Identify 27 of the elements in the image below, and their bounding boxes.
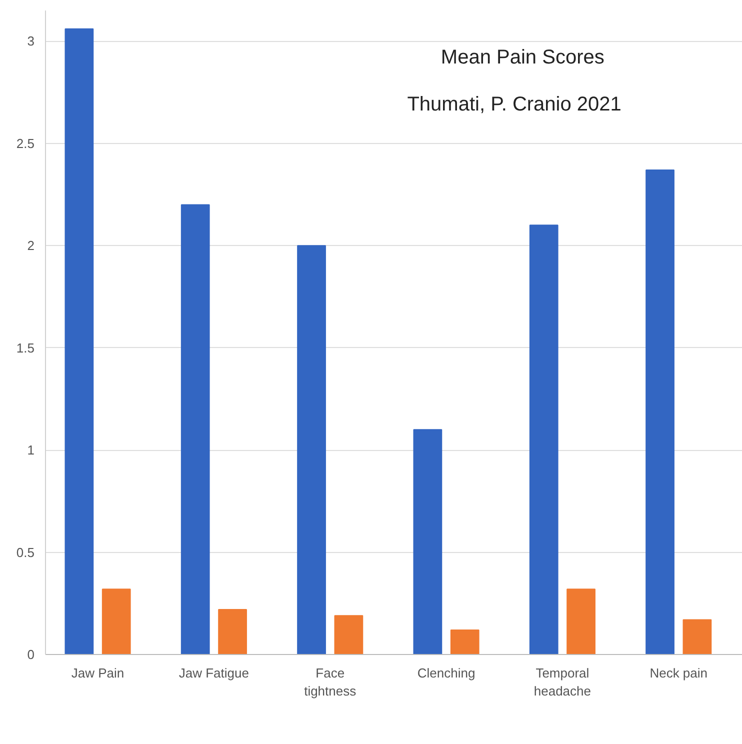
x-tick-label: Clenching <box>417 666 476 680</box>
y-tick-label: 1 <box>27 442 35 458</box>
bar <box>218 609 247 654</box>
x-tick-label: Jaw Pain <box>71 666 124 680</box>
bar <box>682 619 712 654</box>
bar <box>646 169 674 654</box>
x-tick-label: Temporal headache <box>534 666 592 698</box>
x-tick-label: Jaw Fatigue <box>178 666 249 680</box>
x-tick-label: Face tightness <box>304 666 357 698</box>
text: Mean Pain Scores <box>440 46 604 68</box>
y-tick-label: 0 <box>27 647 35 662</box>
bar <box>102 588 131 654</box>
bar <box>180 204 210 654</box>
y-tick-label: 2.5 <box>16 136 35 151</box>
bar <box>450 629 480 654</box>
text: Thumati, P. Cranio 2021 <box>407 94 622 116</box>
bar <box>334 615 364 654</box>
x-tick-label: Neck pain <box>650 666 708 680</box>
bar <box>64 28 94 654</box>
bar <box>566 588 596 654</box>
bar <box>297 245 326 654</box>
bar <box>413 429 442 654</box>
y-tick-label: 2 <box>27 238 35 254</box>
bar <box>529 224 558 654</box>
y-tick-label: 1.5 <box>16 340 35 356</box>
y-tick-label: 0.5 <box>16 544 35 560</box>
y-tick-label: 3 <box>27 34 35 49</box>
